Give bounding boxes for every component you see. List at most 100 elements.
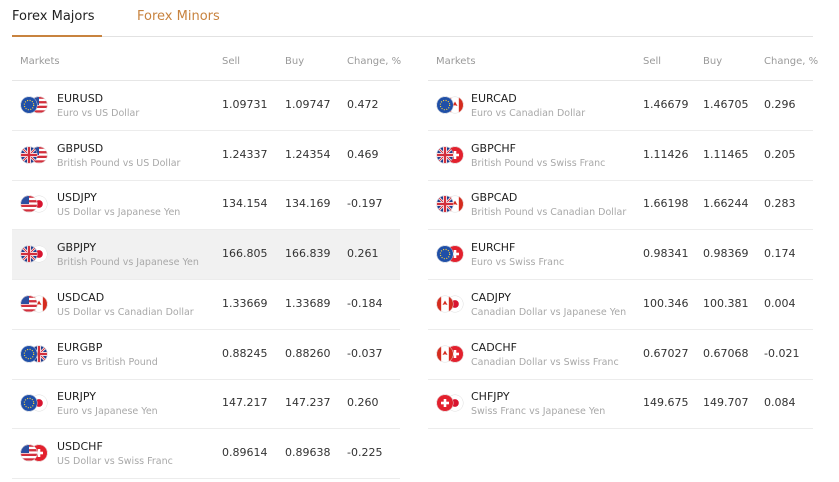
price-change: 0.283 xyxy=(764,197,796,211)
flag-icon xyxy=(436,345,464,362)
description: US Dollar vs Japanese Yen xyxy=(57,207,181,219)
price-sell: 1.66198 xyxy=(643,197,689,211)
price-sell: 149.675 xyxy=(643,396,689,410)
symbol[interactable]: GBPCAD xyxy=(471,191,518,205)
flag-icon xyxy=(20,96,48,114)
symbol[interactable]: EURUSD xyxy=(57,92,104,105)
symbol[interactable]: GBPUSD xyxy=(57,141,104,155)
symbol[interactable]: EURCHF xyxy=(471,241,516,255)
flag-icon xyxy=(20,245,48,263)
symbol[interactable]: USDJPY xyxy=(57,191,97,205)
price-change: -0.021 xyxy=(764,346,800,360)
price-buy: 1.66244 xyxy=(703,197,749,211)
flag-icon xyxy=(436,245,464,263)
flag-icon xyxy=(20,394,48,412)
column-header: Buy xyxy=(285,56,305,67)
price-buy: 0.98369 xyxy=(703,247,749,261)
price-change: 0.205 xyxy=(764,147,796,161)
flag-icon xyxy=(20,146,48,164)
flag-icon xyxy=(20,195,48,213)
column-header: Sell xyxy=(222,56,241,67)
price-buy: 1.33689 xyxy=(285,296,331,310)
description: British Pound vs Swiss Franc xyxy=(471,157,606,169)
description: Swiss Franc vs Japanese Yen xyxy=(471,406,606,418)
price-change: 0.469 xyxy=(347,147,379,161)
tab-bar-line xyxy=(12,36,813,37)
price-sell: 1.09731 xyxy=(222,98,268,111)
description: British Pound vs Japanese Yen xyxy=(57,257,199,269)
price-change: 0.472 xyxy=(347,98,379,111)
header-divider xyxy=(428,80,813,81)
row-divider xyxy=(428,428,813,430)
price-sell: 0.67027 xyxy=(643,346,689,360)
description: Euro vs Canadian Dollar xyxy=(471,108,586,119)
price-change: -0.037 xyxy=(347,346,383,360)
flag-icon xyxy=(436,146,464,164)
symbol[interactable]: USDCAD xyxy=(57,290,105,304)
price-buy: 1.09747 xyxy=(285,98,331,111)
description: Euro vs Swiss Franc xyxy=(471,257,565,269)
row-divider xyxy=(428,279,813,281)
price-sell: 1.24337 xyxy=(222,147,268,161)
symbol[interactable]: CHFJPY xyxy=(471,390,510,404)
symbol[interactable]: USDCHF xyxy=(57,439,103,453)
price-buy: 134.169 xyxy=(285,197,331,211)
symbol[interactable]: EURCAD xyxy=(471,92,517,105)
description: Canadian Dollar vs Swiss Franc xyxy=(471,356,619,368)
description: British Pound vs Canadian Dollar xyxy=(471,207,627,219)
row-divider xyxy=(428,179,813,181)
price-change: 0.174 xyxy=(764,247,796,261)
tab[interactable]: Forex Minors xyxy=(137,9,220,24)
price-change: 0.296 xyxy=(764,98,796,111)
price-buy: 0.89638 xyxy=(285,445,331,459)
price-buy: 1.24354 xyxy=(285,147,331,161)
flag-icon xyxy=(436,195,464,213)
price-buy: 0.88260 xyxy=(285,346,331,360)
column-header: Change, % xyxy=(347,56,402,67)
header-divider xyxy=(12,80,400,81)
row-divider xyxy=(428,328,813,330)
price-change: -0.225 xyxy=(347,445,383,459)
flag-icon xyxy=(436,295,464,313)
price-sell: 0.88245 xyxy=(222,346,268,360)
row-divider xyxy=(12,428,400,430)
symbol[interactable]: GBPCHF xyxy=(471,141,516,155)
flag-icon xyxy=(436,96,464,114)
price-sell: 1.11426 xyxy=(643,147,689,161)
price-buy: 166.839 xyxy=(285,247,331,261)
flag-icon xyxy=(20,345,48,362)
description: Euro vs British Pound xyxy=(57,356,158,368)
price-sell: 100.346 xyxy=(643,296,689,310)
price-buy: 1.11465 xyxy=(703,147,749,161)
price-change: 0.084 xyxy=(764,396,796,410)
row-divider xyxy=(428,130,813,131)
description: British Pound vs US Dollar xyxy=(57,157,181,169)
price-buy: 147.237 xyxy=(285,396,331,410)
price-buy: 0.67068 xyxy=(703,346,749,360)
symbol[interactable]: CADJPY xyxy=(471,290,512,304)
row-highlight xyxy=(12,230,400,280)
row-divider xyxy=(12,229,400,231)
column-header: Markets xyxy=(436,56,476,67)
price-sell: 1.46679 xyxy=(643,98,689,111)
price-buy: 1.46705 xyxy=(703,98,749,111)
price-buy: 149.707 xyxy=(703,396,749,410)
price-sell: 0.89614 xyxy=(222,445,268,459)
price-sell: 134.154 xyxy=(222,197,268,211)
price-sell: 147.217 xyxy=(222,396,268,410)
symbol[interactable]: EURGBP xyxy=(57,340,103,354)
column-header: Markets xyxy=(20,56,60,67)
symbol[interactable]: CADCHF xyxy=(471,340,517,354)
price-sell: 166.805 xyxy=(222,247,268,261)
column-header: Sell xyxy=(643,56,662,67)
price-change: 0.260 xyxy=(347,396,379,410)
price-sell: 1.33669 xyxy=(222,296,268,310)
flag-icon xyxy=(20,295,48,313)
column-header: Buy xyxy=(703,56,723,67)
description: US Dollar vs Swiss Franc xyxy=(57,455,173,467)
symbol[interactable]: EURJPY xyxy=(57,390,96,404)
tab[interactable]: Forex Majors xyxy=(12,9,95,24)
flag-icon xyxy=(20,444,48,462)
symbol[interactable]: GBPJPY xyxy=(57,241,97,255)
